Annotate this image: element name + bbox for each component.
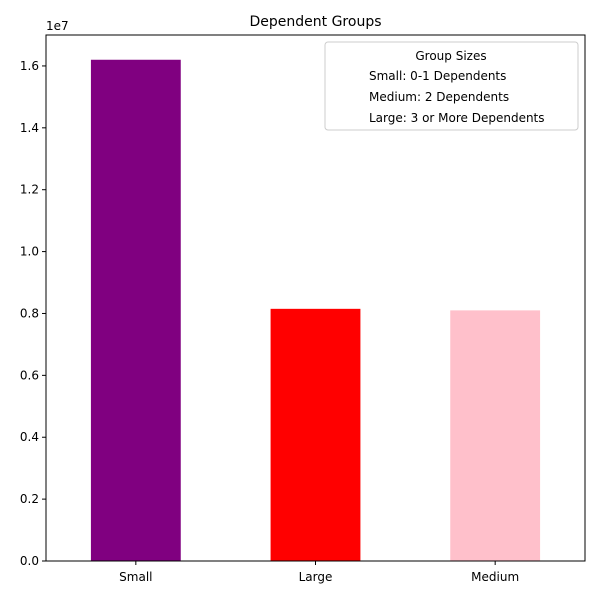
legend-frame (324, 41, 579, 131)
y-tick-label: 0.2 (20, 492, 39, 506)
x-tick-label-large: Large (299, 570, 333, 584)
y-tick-label: 0.0 (20, 554, 39, 568)
y-tick-label: 1.6 (20, 59, 39, 73)
y-axis-offset-label: 1e7 (46, 19, 69, 33)
y-tick-label: 1.4 (20, 121, 39, 135)
y-tick-label: 1.0 (20, 245, 39, 259)
legend-entry: Medium: 2 Dependents (369, 90, 509, 104)
y-axis-ticks: 0.0 0.2 0.4 0.6 0.8 1.0 1.2 1.4 1.6 (20, 59, 46, 568)
bar-medium (450, 310, 541, 561)
y-tick-label: 0.4 (20, 430, 39, 444)
bar-large (270, 308, 361, 561)
legend: Group Sizes Small: 0-1 Dependents Medium:… (324, 41, 579, 131)
y-tick-label: 0.8 (20, 306, 39, 320)
x-tick-label-small: Small (119, 570, 152, 584)
legend-title: Group Sizes (415, 49, 486, 63)
y-tick-label: 0.6 (20, 368, 39, 382)
x-tick-label-medium: Medium (471, 570, 519, 584)
y-tick-label: 1.2 (20, 183, 39, 197)
bar-small (90, 59, 181, 562)
bars-group (90, 59, 541, 562)
legend-entry: Small: 0-1 Dependents (369, 69, 506, 83)
chart-title: Dependent Groups (250, 14, 382, 30)
legend-entry: Large: 3 or More Dependents (369, 111, 545, 125)
x-axis-ticks: Small Large Medium (119, 561, 519, 584)
